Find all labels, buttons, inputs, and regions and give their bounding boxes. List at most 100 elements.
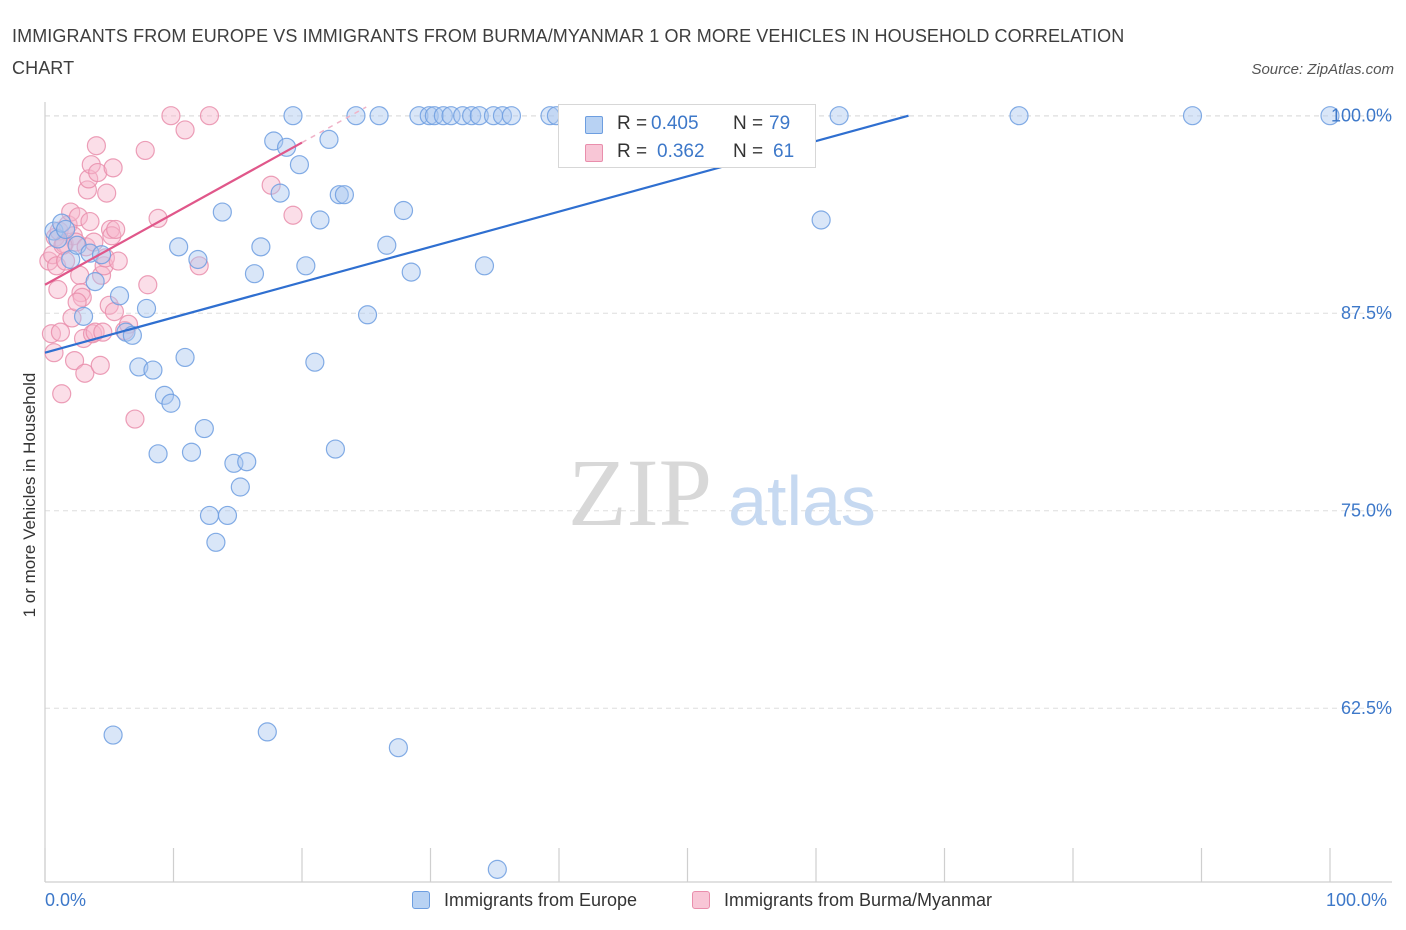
europe-point: [55, 219, 76, 240]
europe-point: [474, 256, 495, 276]
legend-burma-r-label: R =: [617, 141, 648, 162]
burma-point: [106, 219, 126, 240]
europe-point: [469, 106, 489, 126]
europe-point: [283, 106, 303, 126]
burma-point: [86, 136, 107, 156]
burma-point: [283, 205, 303, 225]
europe-point: [181, 442, 202, 462]
y-tick-label: 75.0%: [1341, 501, 1392, 521]
europe-point: [85, 272, 105, 292]
europe-point: [487, 859, 507, 879]
europe-point: [1320, 106, 1340, 126]
europe-point: [103, 725, 123, 745]
europe-point: [154, 385, 175, 405]
burma-point: [175, 120, 195, 140]
europe-point: [175, 347, 195, 368]
chart-title: IMMIGRANTS FROM EUROPE VS IMMIGRANTS FRO…: [12, 26, 1125, 78]
europe-point: [1009, 106, 1029, 126]
burma-point: [135, 140, 155, 161]
europe-point: [419, 106, 439, 126]
burma-point: [75, 363, 95, 383]
burma-point: [108, 251, 128, 271]
europe-point: [194, 418, 214, 439]
europe-point: [217, 505, 238, 526]
legend-europe-n-value: 79: [769, 113, 791, 134]
europe-point: [188, 249, 208, 270]
europe-point: [462, 106, 482, 126]
y-tick-labels: 62.5% 75.0% 87.5% 100.0%: [1331, 106, 1392, 719]
legend-swatch-europe: [585, 116, 603, 134]
europe-point: [251, 237, 271, 257]
europe-point: [61, 249, 81, 270]
burma-point: [80, 211, 100, 232]
x-tick-label-max: 100.0%: [1326, 890, 1388, 910]
europe-point: [109, 286, 130, 306]
legend-burma-r-value: 0.362: [657, 141, 705, 162]
burma-point: [46, 256, 67, 276]
bottom-legend-europe-label: Immigrants from Europe: [444, 890, 638, 910]
burma-point: [81, 155, 101, 175]
bottom-legend-swatch-burma: [692, 891, 710, 909]
europe-point: [329, 185, 349, 205]
watermark-zip: ZIP: [568, 439, 712, 546]
europe-point: [501, 106, 522, 126]
europe-point: [161, 393, 181, 413]
gridlines: [45, 115, 1392, 709]
europe-point: [257, 722, 277, 742]
burma-point: [90, 355, 110, 375]
legend-burma-n-label: N =: [733, 141, 764, 162]
burma-point: [94, 256, 114, 276]
burma-point: [138, 275, 158, 295]
europe-point: [296, 256, 316, 276]
europe-point: [319, 129, 339, 149]
correlation-legend: R = 0.405 N = 79 R = 0.362 N = 61: [558, 104, 816, 168]
burma-point: [103, 158, 123, 178]
europe-point: [237, 452, 257, 472]
europe-point: [169, 237, 189, 257]
y-tick-label: 100.0%: [1331, 106, 1392, 126]
europe-point: [334, 185, 355, 205]
burma-point: [48, 279, 68, 300]
burma-point: [68, 207, 89, 227]
europe-point: [441, 106, 461, 126]
europe-point: [212, 202, 232, 222]
source-label: Source: ZipAtlas.com: [1251, 61, 1394, 78]
europe-point: [325, 439, 346, 459]
europe-point: [143, 360, 163, 380]
y-tick-label: 62.5%: [1341, 698, 1392, 718]
europe-point: [244, 264, 265, 284]
burma-point: [52, 384, 72, 404]
burma-point: [189, 256, 209, 276]
europe-point: [433, 106, 453, 126]
trend-line-burma: [44, 141, 303, 286]
legend-europe-r-label: R =: [617, 113, 648, 134]
trend-line-burma-extension: [301, 106, 367, 144]
legend-europe-r-value: 0.405: [651, 113, 699, 134]
europe-point: [377, 235, 397, 255]
europe-point: [369, 106, 389, 126]
burma-point: [125, 409, 145, 429]
europe-point: [73, 306, 94, 326]
series-burma-points: [39, 106, 303, 429]
europe-point: [401, 262, 421, 282]
legend-europe-n-label: N =: [733, 113, 764, 134]
europe-point: [136, 298, 157, 319]
burma-point: [64, 351, 85, 371]
europe-point: [199, 505, 220, 526]
europe-point: [310, 210, 330, 230]
x-tick-label-min: 0.0%: [45, 890, 87, 910]
europe-point: [346, 106, 366, 126]
watermark-atlas: atlas: [728, 462, 876, 540]
europe-point: [1182, 106, 1203, 126]
bottom-legend-burma-label: Immigrants from Burma/Myanmar: [724, 890, 993, 910]
burma-point: [97, 183, 117, 203]
bottom-legend-swatch-europe: [412, 891, 430, 909]
burma-point: [67, 292, 87, 312]
europe-point: [388, 738, 408, 758]
europe-point: [829, 106, 849, 126]
europe-point: [305, 352, 325, 372]
europe-point: [148, 444, 168, 464]
europe-point: [91, 245, 112, 265]
europe-point: [270, 183, 290, 203]
